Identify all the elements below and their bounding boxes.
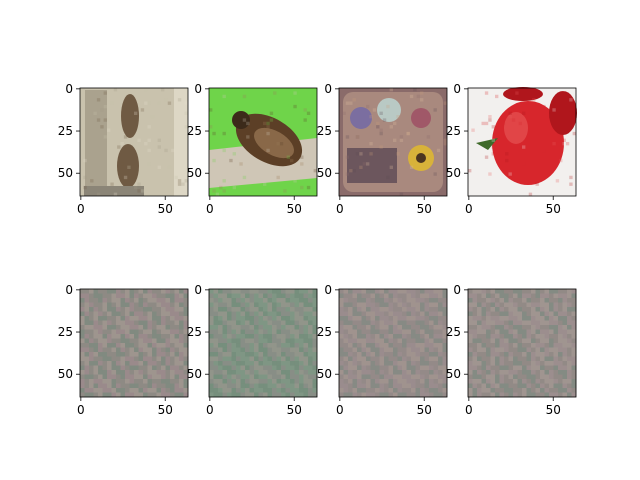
y-tick-label: 0 xyxy=(65,283,73,297)
y-tick-label: 0 xyxy=(324,82,332,96)
x-tick-label: 0 xyxy=(77,403,85,417)
y-tick-label: 25 xyxy=(317,124,332,138)
x-tick-label: 50 xyxy=(417,202,432,216)
input-images-panel-2: 0 50 0 25 50 xyxy=(187,82,318,216)
generated-images-panel-2: 0 50 0 25 50 xyxy=(187,283,318,417)
y-tick-label: 25 xyxy=(446,124,461,138)
x-tick-label: 0 xyxy=(465,202,473,216)
generated-images-panel-3: 0 50 0 25 50 xyxy=(317,283,448,417)
x-tick-label: 0 xyxy=(206,202,214,216)
axes-frame xyxy=(338,288,448,398)
y-tick-label: 0 xyxy=(194,283,202,297)
axes-frame xyxy=(338,87,448,197)
y-tick-label: 50 xyxy=(446,367,461,381)
y-tick-label: 25 xyxy=(58,325,73,339)
input-images-panel-1: 0 50 0 25 50 xyxy=(58,82,189,216)
y-tick-label: 25 xyxy=(58,124,73,138)
axes-frame xyxy=(79,87,189,197)
y-tick-label: 0 xyxy=(453,283,461,297)
y-tick-label: 0 xyxy=(65,82,73,96)
axes-frame xyxy=(208,288,318,398)
y-tick-label: 25 xyxy=(317,325,332,339)
input-images-panel-3: 0 50 0 25 50 xyxy=(317,82,448,216)
x-tick-label: 50 xyxy=(287,403,302,417)
y-tick-label: 50 xyxy=(58,166,73,180)
x-tick-label: 50 xyxy=(546,202,561,216)
axes-frame xyxy=(79,288,189,398)
y-tick-label: 25 xyxy=(446,325,461,339)
x-tick-label: 50 xyxy=(287,202,302,216)
x-tick-label: 50 xyxy=(417,403,432,417)
axes-frame xyxy=(467,288,577,398)
y-tick-label: 50 xyxy=(187,166,202,180)
generated-images-panel-1: 0 50 0 25 50 xyxy=(58,283,189,417)
x-tick-label: 0 xyxy=(336,202,344,216)
x-tick-label: 0 xyxy=(336,403,344,417)
generated-images-panel-4: 0 50 0 25 50 xyxy=(446,283,577,417)
y-tick-label: 25 xyxy=(187,124,202,138)
x-tick-label: 50 xyxy=(158,403,173,417)
y-tick-label: 50 xyxy=(58,367,73,381)
y-tick-label: 50 xyxy=(187,367,202,381)
x-tick-label: 0 xyxy=(465,403,473,417)
y-tick-label: 50 xyxy=(317,367,332,381)
x-tick-label: 50 xyxy=(546,403,561,417)
x-tick-label: 0 xyxy=(206,403,214,417)
y-tick-label: 50 xyxy=(446,166,461,180)
x-tick-label: 0 xyxy=(77,202,85,216)
y-tick-label: 0 xyxy=(453,82,461,96)
input-images-panel-4: 0 50 0 25 50 xyxy=(446,82,577,216)
axes-frame xyxy=(208,87,318,197)
y-tick-label: 50 xyxy=(317,166,332,180)
axes-frame xyxy=(467,87,577,197)
x-tick-label: 50 xyxy=(158,202,173,216)
y-tick-label: 0 xyxy=(324,283,332,297)
y-tick-label: 0 xyxy=(194,82,202,96)
y-tick-label: 25 xyxy=(187,325,202,339)
